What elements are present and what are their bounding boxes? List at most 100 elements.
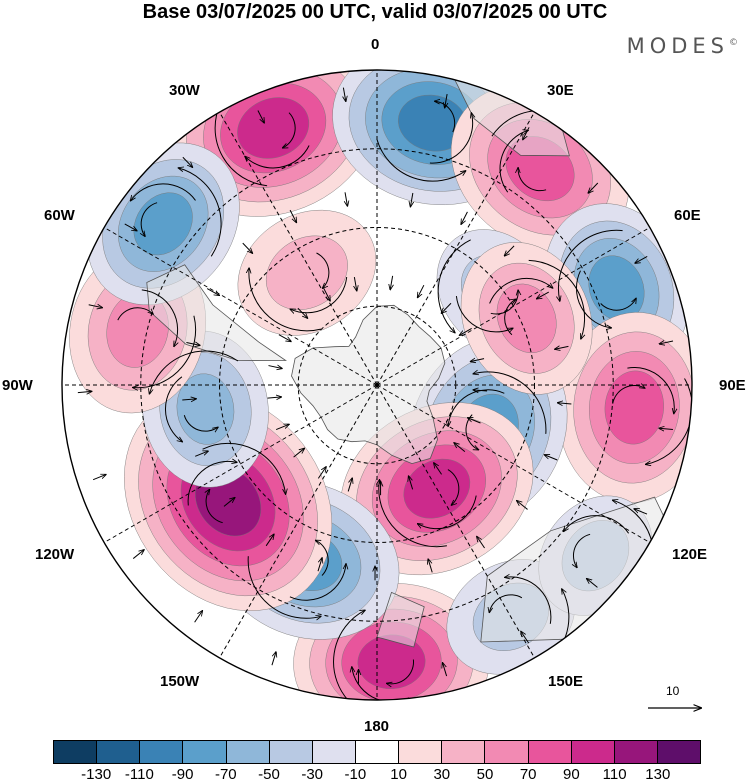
wind-streamline <box>437 239 471 333</box>
wind-streamline <box>141 202 158 237</box>
lon-label-90e: 90E <box>719 377 746 394</box>
wind-streamline <box>206 489 223 524</box>
reference-vector-label: 10 <box>666 684 680 698</box>
wind-vector <box>88 305 103 308</box>
wind-vector <box>461 211 468 224</box>
wind-vector <box>343 87 345 102</box>
colorbar-swatch <box>657 741 701 763</box>
lon-label-60w: 60W <box>44 207 75 224</box>
wind-streamline <box>435 101 456 133</box>
wind-streamline <box>646 378 692 465</box>
wind-streamline <box>418 495 477 530</box>
wind-vector <box>323 288 330 300</box>
wind-vector <box>345 192 347 206</box>
colorbar-tick-label: 10 <box>390 766 407 783</box>
colorbar-tick-label: -110 <box>124 766 154 783</box>
wind-vector <box>92 474 106 481</box>
wind-vector <box>434 463 442 475</box>
lon-label-60e: 60E <box>674 207 701 224</box>
meridian-line <box>219 111 378 386</box>
wind-streamline <box>316 540 329 576</box>
wind-streamline <box>489 277 553 304</box>
wind-streamline <box>447 469 460 506</box>
colorbar-swatch <box>140 741 184 763</box>
wind-streamline <box>289 564 346 601</box>
wind-streamline <box>352 667 410 700</box>
wind-vector <box>347 478 352 492</box>
wind-streamline <box>576 270 611 328</box>
wind-vector <box>132 550 144 559</box>
wind-streamline <box>376 138 466 182</box>
wind-vector <box>124 223 137 231</box>
wind-vector <box>354 277 356 291</box>
wind-vector <box>537 291 550 299</box>
wind-vector <box>289 209 296 222</box>
positive-anomaly <box>124 391 333 612</box>
wind-streamline <box>489 594 523 613</box>
wind-vector <box>659 341 674 344</box>
wind-streamline <box>183 415 218 431</box>
polar-map <box>61 69 693 701</box>
wind-streamline <box>455 296 513 332</box>
meridian-line <box>219 384 378 659</box>
wind-streamline <box>149 350 239 394</box>
wind-vector <box>182 399 196 400</box>
wind-vector <box>468 418 481 424</box>
wind-streamline <box>518 168 547 192</box>
lon-label-120w: 120W <box>35 546 75 563</box>
colorbar-tick-label: -70 <box>214 766 237 783</box>
wind-vector <box>409 476 414 490</box>
map-title: Base 03/07/2025 00 UTC, valid 03/07/2025… <box>142 1 608 23</box>
brand-name: MODES <box>626 34 729 58</box>
colorbar-tick-label: -130 <box>81 766 112 783</box>
meridian-line <box>103 227 378 386</box>
colorbar-tick-label: -30 <box>301 766 324 783</box>
wind-vector <box>223 498 235 507</box>
wind-vector <box>271 652 276 666</box>
wind-streamline <box>290 276 348 313</box>
colorbar-swatch <box>614 741 658 763</box>
colorbar-swatch <box>442 741 486 763</box>
wind-vector <box>443 663 448 677</box>
wind-vector <box>477 536 485 549</box>
wind-vector <box>390 275 392 290</box>
wind-streamline <box>165 376 182 442</box>
wind-streamline <box>283 112 296 148</box>
wind-vector <box>186 342 200 345</box>
wind-vector <box>267 397 282 398</box>
wind-vector <box>557 403 572 404</box>
wind-streamline <box>504 299 516 336</box>
wind-vector <box>77 391 92 392</box>
wind-streamline <box>245 145 310 169</box>
wind-streamline <box>387 659 414 684</box>
meridian-line <box>103 384 378 543</box>
colorbar-swatch <box>97 741 141 763</box>
colorbar <box>53 740 701 764</box>
wind-vector <box>410 192 412 207</box>
colorbar-swatch <box>269 741 313 763</box>
colorbar-tick-label: 30 <box>433 766 451 783</box>
wind-vector <box>293 448 305 458</box>
contour-level <box>604 370 664 445</box>
wind-streamline <box>379 480 447 548</box>
latitude-circle <box>140 148 614 622</box>
wind-vector <box>428 559 433 573</box>
colorbar-swatch <box>355 741 400 763</box>
meridian-line <box>376 111 535 386</box>
colorbar-tick-label: 110 <box>602 766 627 783</box>
colorbar-tick-label: -90 <box>171 766 194 783</box>
contour-level <box>176 373 235 445</box>
positive-anomaly <box>237 209 377 336</box>
colorbar-swatch <box>571 741 615 763</box>
wind-vector <box>544 455 558 461</box>
colorbar-tick-label: -10 <box>344 766 367 783</box>
wind-vector <box>417 284 425 297</box>
south-pole-marker <box>375 383 379 387</box>
wind-vector <box>297 307 308 318</box>
wind-vector <box>275 424 289 431</box>
wind-streamline <box>627 367 674 414</box>
wind-vector <box>521 631 530 644</box>
map-boundary <box>61 69 693 701</box>
reference-vector-arrow <box>648 683 704 713</box>
wind-streamline <box>202 442 286 494</box>
